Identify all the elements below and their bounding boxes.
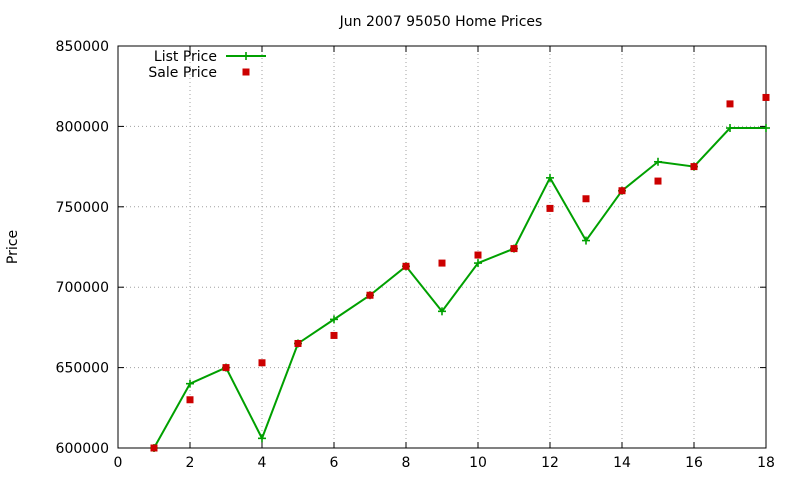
list-price-point <box>654 157 662 166</box>
legend-label: List Price <box>154 49 217 65</box>
list-price-point <box>546 173 554 182</box>
sale-price-point <box>510 245 518 253</box>
series-sale-price <box>150 93 770 452</box>
series-list-price <box>150 124 770 452</box>
list-price-point <box>726 124 734 133</box>
y-tick-label: 600000 <box>56 441 109 457</box>
y-tick-label: 650000 <box>56 361 109 377</box>
sale-price-point <box>186 396 194 404</box>
sale-price-point <box>762 93 770 101</box>
x-tick-label: 8 <box>402 455 411 471</box>
list-price-point <box>186 379 194 388</box>
list-price-point <box>762 124 770 133</box>
sale-price-point <box>618 187 626 195</box>
sale-price-point <box>474 251 482 259</box>
x-tick-label: 16 <box>685 455 703 471</box>
series-layer <box>150 93 770 452</box>
sale-price-point <box>438 259 446 267</box>
y-axis-label: Price <box>5 230 21 264</box>
x-tick-label: 10 <box>469 455 487 471</box>
list-price-point <box>330 315 338 324</box>
legend-marker-sample <box>242 52 250 60</box>
list-price-point <box>474 259 482 268</box>
sale-price-point <box>366 291 374 299</box>
x-tick-label: 14 <box>613 455 631 471</box>
sale-price-point <box>690 163 698 171</box>
plot-frame <box>117 45 767 449</box>
sale-price-point <box>582 195 590 203</box>
sale-price-point <box>546 204 554 212</box>
axis-ticks: 0 2 4 6 8 10 12 14 16 18 600000 650000 700000 750000 8… <box>56 39 775 471</box>
y-tick-label: 750000 <box>56 200 109 216</box>
x-tick-label: 6 <box>330 455 339 471</box>
sale-price-point <box>258 359 266 367</box>
list-price-point <box>582 236 590 245</box>
sale-price-point <box>726 100 734 108</box>
sale-price-point <box>150 444 158 452</box>
sale-price-point <box>222 364 230 372</box>
sale-price-point <box>654 177 662 185</box>
legend-entry: Sale Price <box>148 65 250 81</box>
legend-entry: List Price <box>154 49 266 65</box>
x-tick-label: 0 <box>114 455 123 471</box>
x-tick-label: 2 <box>186 455 195 471</box>
legend-marker-sample <box>242 68 250 76</box>
chart-title: Jun 2007 95050 Home Prices <box>339 14 543 30</box>
legend-label: Sale Price <box>148 65 217 81</box>
sale-price-point <box>402 262 410 270</box>
y-tick-label: 850000 <box>56 39 109 55</box>
sale-price-point <box>330 331 338 339</box>
y-tick-label: 800000 <box>56 119 109 135</box>
list-price-point <box>258 434 266 443</box>
sale-price-point <box>294 339 302 347</box>
grid <box>118 46 766 448</box>
x-tick-label: 4 <box>258 455 267 471</box>
x-tick-label: 12 <box>541 455 559 471</box>
list-price-line <box>153 127 766 449</box>
y-tick-label: 700000 <box>56 280 109 296</box>
list-price-point <box>438 307 446 316</box>
x-tick-label: 18 <box>757 455 775 471</box>
